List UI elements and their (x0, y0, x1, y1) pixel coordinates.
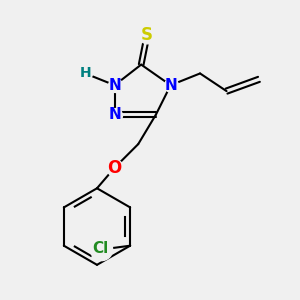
Text: Cl: Cl (93, 241, 109, 256)
Text: H: H (80, 66, 91, 80)
Text: N: N (164, 78, 177, 93)
Text: N: N (108, 107, 121, 122)
Text: N: N (108, 78, 121, 93)
Text: S: S (141, 26, 153, 44)
Text: O: O (107, 159, 122, 177)
